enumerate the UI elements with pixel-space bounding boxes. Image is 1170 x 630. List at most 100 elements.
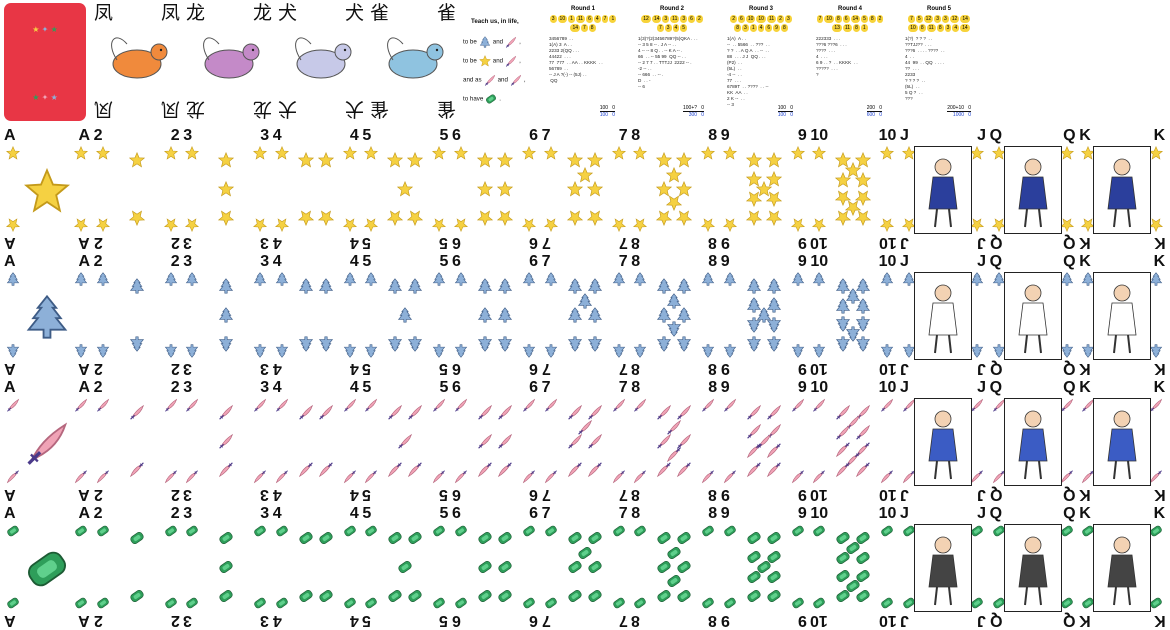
card-feather-10[interactable]: 10 10 10 10 [808,378,898,504]
card-star-10[interactable]: 10 10 10 10 [808,126,898,252]
card-star-K[interactable]: K K K K [1077,126,1167,252]
card-rank: 7 [541,253,551,270]
card-tree-7[interactable]: 7 7 7 7 [540,252,630,378]
card-rank: 3 [183,127,193,144]
tree-icon [676,336,692,352]
card-rank: 9 [797,234,807,251]
card-tree-9[interactable]: 9 9 9 9 [719,252,809,378]
card-tree-3[interactable]: 3 3 3 3 [181,252,271,378]
card-star-Q[interactable]: Q Q Q Q [988,126,1078,252]
card-gem-6[interactable]: 6 6 6 6 [450,504,540,630]
card-tree-2[interactable]: 2 2 2 2 [92,252,182,378]
tree-icon [633,272,647,286]
round-sheet[interactable]: Round 4 7 10 8 6 14 5 8 2 13 11 8 1 222333 . . . ???6… [816,6,884,120]
round-sheet[interactable]: Round 3 2 6 10 10 11 2 3 8 3 1 4 6 9 8 1(A) A . . -- . … [727,6,795,120]
beast-card-sparrow[interactable]: 雀雀雀雀 [368,0,458,122]
card-tree-8[interactable]: 8 8 8 8 [629,252,719,378]
card-feather-K[interactable]: K K K K [1077,378,1167,504]
star-icon [453,218,469,233]
card-feather-2[interactable]: 2 2 2 2 [92,378,182,504]
card-tree-K[interactable]: K K K K [1077,252,1167,378]
card-feather-Q[interactable]: Q Q Q Q [988,378,1078,504]
card-gem-3[interactable]: 3 3 3 3 [181,504,271,630]
card-gem-2[interactable]: 2 2 2 2 [92,504,182,630]
star-icon [586,152,603,168]
card-feather-4[interactable]: 4 4 4 4 [271,378,361,504]
card-gem-10[interactable]: 10 10 10 10 [808,504,898,630]
card-tree-10[interactable]: 10 10 10 10 [808,252,898,378]
card-gem-J[interactable]: J J J J [898,504,988,630]
card-star-A[interactable]: A A A A [2,126,92,252]
card-star-5[interactable]: 5 5 5 5 [360,126,450,252]
gem-icon [343,524,357,538]
round-chip: 10 [745,15,756,23]
beast-card-phoenix[interactable]: 凤凤凤凤 [92,0,182,122]
card-rank: 9 [797,253,807,270]
card-star-2[interactable]: 2 2 2 2 [92,126,182,252]
gem-icon [318,530,334,546]
card-tree-5[interactable]: 5 5 5 5 [360,252,450,378]
card-feather-J[interactable]: J J J J [898,378,988,504]
card-tree-Q[interactable]: Q Q Q Q [988,252,1078,378]
card-feather-8[interactable]: 8 8 8 8 [629,378,719,504]
tree-icon [164,272,178,286]
card-rank: 7 [541,127,551,144]
feather-icon [1149,470,1163,484]
beast-card-dog[interactable]: 犬犬犬犬 [276,0,366,122]
card-feather-9[interactable]: 9 9 9 9 [719,378,809,504]
star-icon [586,180,603,197]
card-rank: A [78,505,90,522]
star-icon [566,180,583,197]
card-star-6[interactable]: 6 6 6 6 [450,126,540,252]
card-rank: J [977,379,986,396]
card-star-8[interactable]: 8 8 8 8 [629,126,719,252]
card-feather-7[interactable]: 7 7 7 7 [540,378,630,504]
motto-card[interactable]: Teach us, in life, to be and, to be and, and… [455,10,551,120]
card-feather-6[interactable]: 6 6 6 6 [450,378,540,504]
gem-icon [522,596,536,610]
tree-icon [612,272,626,286]
gem-icon [6,524,20,538]
tree-icon [577,292,593,309]
card-gem-A[interactable]: A A A A [2,504,92,630]
card-rank: J [900,127,909,144]
star-icon [835,171,852,188]
gem-icon [701,524,715,538]
card-star-9[interactable]: 9 9 9 9 [719,126,809,252]
card-feather-A[interactable]: A A A A [2,378,92,504]
card-star-7[interactable]: 7 7 7 7 [540,126,630,252]
card-rank: 6 [452,505,461,522]
feather-icon [746,423,762,439]
round-chip: 7 [581,24,588,32]
card-rank: 4 [349,360,359,377]
card-star-J[interactable]: J J J J [898,126,988,252]
score-top-r: 0 [701,105,704,111]
card-gem-8[interactable]: 8 8 8 8 [629,504,719,630]
card-gem-K[interactable]: K K K K [1077,504,1167,630]
star-icon [765,210,782,226]
card-star-3[interactable]: 3 3 3 3 [181,126,271,252]
card-gem-5[interactable]: 5 5 5 5 [360,504,450,630]
card-gem-Q[interactable]: Q Q Q Q [988,504,1078,630]
card-back-bottom-symbols: ★ ✦ ★ [4,93,86,102]
card-rank: Q [1063,234,1076,251]
card-gem-4[interactable]: 4 4 4 4 [271,504,361,630]
card-back[interactable]: ★ ✦ ★ ★ ✦ ★ [4,3,86,121]
card-rank: 2 [170,486,180,503]
card-gem-9[interactable]: 9 9 9 9 [719,504,809,630]
beast-card-dragon[interactable]: 龙龙龙龙 [184,0,274,122]
round-sheet[interactable]: Round 5 7 5 12 3 3 12 14 10 8 11 8 3 4 14 1(?) ? ? ? . … [905,6,973,120]
card-rank: 6 [529,127,538,144]
card-gem-7[interactable]: 7 7 7 7 [540,504,630,630]
card-tree-4[interactable]: 4 4 4 4 [271,252,361,378]
card-star-4[interactable]: 4 4 4 4 [271,126,361,252]
card-tree-J[interactable]: J J J J [898,252,988,378]
round-sheet[interactable]: Round 1 3 10 1 11 6 4 7 1 14 7 8 3456789 . . 1(A) 3 … [549,6,617,120]
star-icon [765,152,782,168]
round-score: 200+10 0 1000 0 [947,105,971,118]
card-tree-6[interactable]: 6 6 6 6 [450,252,540,378]
card-tree-A[interactable]: A A A A [2,252,92,378]
card-feather-3[interactable]: 3 3 3 3 [181,378,271,504]
round-sheet[interactable]: Round 2 12 14 3 11 3 6 2 7 3 4 5 1(3)?(2)3456789?(5)… [638,6,706,120]
card-feather-5[interactable]: 5 5 5 5 [360,378,450,504]
